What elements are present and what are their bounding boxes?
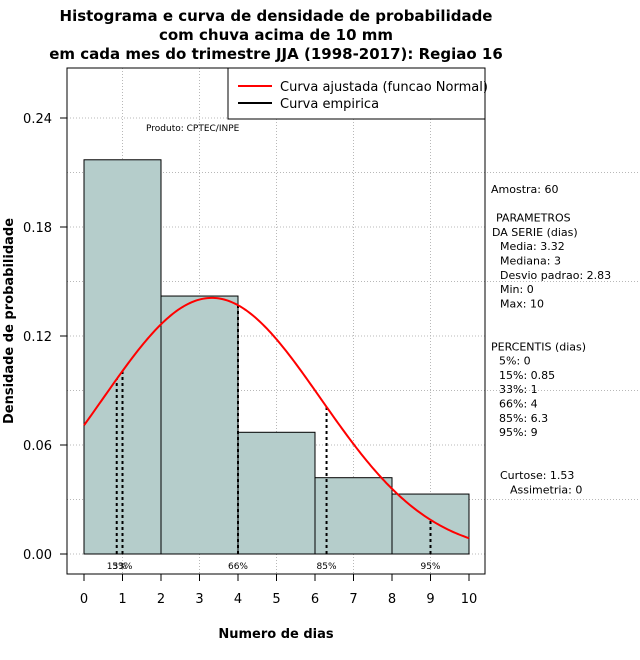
stats-line: Curtose: 1.53 <box>500 469 574 482</box>
normal-fit-curve <box>83 296 470 540</box>
stats-line: Max: 10 <box>500 297 544 310</box>
stats-line: 5%: 0 <box>499 355 531 368</box>
x-tick-label: 8 <box>388 592 396 607</box>
title-line: Histograma e curva de densidade de proba… <box>60 7 493 25</box>
x-tick-label: 0 <box>80 592 88 607</box>
stats-line: Media: 3.32 <box>500 240 565 253</box>
percentile-label: 66% <box>228 562 248 572</box>
chart-title: Histograma e curva de densidade de proba… <box>49 7 503 63</box>
stats-line: 66%: 4 <box>499 398 538 411</box>
x-tick-label: 9 <box>426 592 434 607</box>
x-tick-label: 5 <box>272 592 280 607</box>
percentile-label: 95% <box>420 562 440 572</box>
histogram-bar <box>391 493 470 555</box>
stats-line: 15%: 0.85 <box>499 369 555 382</box>
stats-line: DA SERIE (dias) <box>492 226 578 239</box>
histogram-bar <box>83 159 162 555</box>
y-tick-label: 0.24 <box>23 112 52 127</box>
x-axis-label: Numero de dias <box>218 627 334 642</box>
y-tick-label: 0.18 <box>23 221 52 236</box>
normal-fit-line <box>83 296 470 540</box>
stats-line: PARAMETROS <box>496 212 571 225</box>
percentile-lines: 15%33% 66% 85% 95% <box>107 305 441 572</box>
stats-line: 95%: 9 <box>499 426 538 439</box>
percentile-label: 33% <box>112 562 132 572</box>
product-note: Produto: CPTEC/INPE <box>146 124 240 134</box>
legend-label: Curva ajustada (funcao Normal) <box>280 80 488 95</box>
x-tick-label: 7 <box>349 592 357 607</box>
x-tick-label: 10 <box>461 592 478 607</box>
y-tick-label: 0.00 <box>23 548 52 563</box>
legend: Curva ajustada (funcao Normal) Curva empi… <box>227 67 488 120</box>
stats-line: Mediana: 3 <box>500 255 561 268</box>
x-tick-label: 4 <box>234 592 242 607</box>
x-tick-label: 2 <box>157 592 165 607</box>
y-axis: 0.00 0.06 0.12 0.18 0.24 <box>23 112 68 563</box>
histogram-bar <box>237 431 316 555</box>
y-tick-label: 0.12 <box>23 330 52 345</box>
percentile-label: 85% <box>317 562 337 572</box>
x-tick-label: 3 <box>195 592 203 607</box>
x-tick-label: 6 <box>311 592 319 607</box>
histogram-bar <box>160 295 239 555</box>
stats-line: 85%: 6.3 <box>499 412 548 425</box>
x-tick-label: 1 <box>118 592 126 607</box>
title-line: com chuva acima de 10 mm <box>159 26 393 44</box>
stats-line: Amostra: 60 <box>491 183 558 196</box>
stats-line: Desvio padrao: 2.83 <box>500 269 611 282</box>
legend-label: Curva empirica <box>280 97 379 112</box>
stats-line: Min: 0 <box>500 283 534 296</box>
x-axis: 0 1 2 3 4 5 6 7 8 9 10 <box>80 573 478 607</box>
title-line: em cada mes do trimestre JJA (1998-2017)… <box>49 45 503 63</box>
stats-line: PERCENTIS (dias) <box>491 340 586 353</box>
percentile-label: 15% <box>107 562 127 572</box>
histogram-bars <box>83 159 470 555</box>
y-tick-label: 0.06 <box>23 439 52 454</box>
legend-box <box>227 67 486 120</box>
stats-line: 33%: 1 <box>499 383 538 396</box>
stats-line: Assimetria: 0 <box>510 483 582 496</box>
y-axis-label: Densidade de probabilidade <box>2 218 17 424</box>
